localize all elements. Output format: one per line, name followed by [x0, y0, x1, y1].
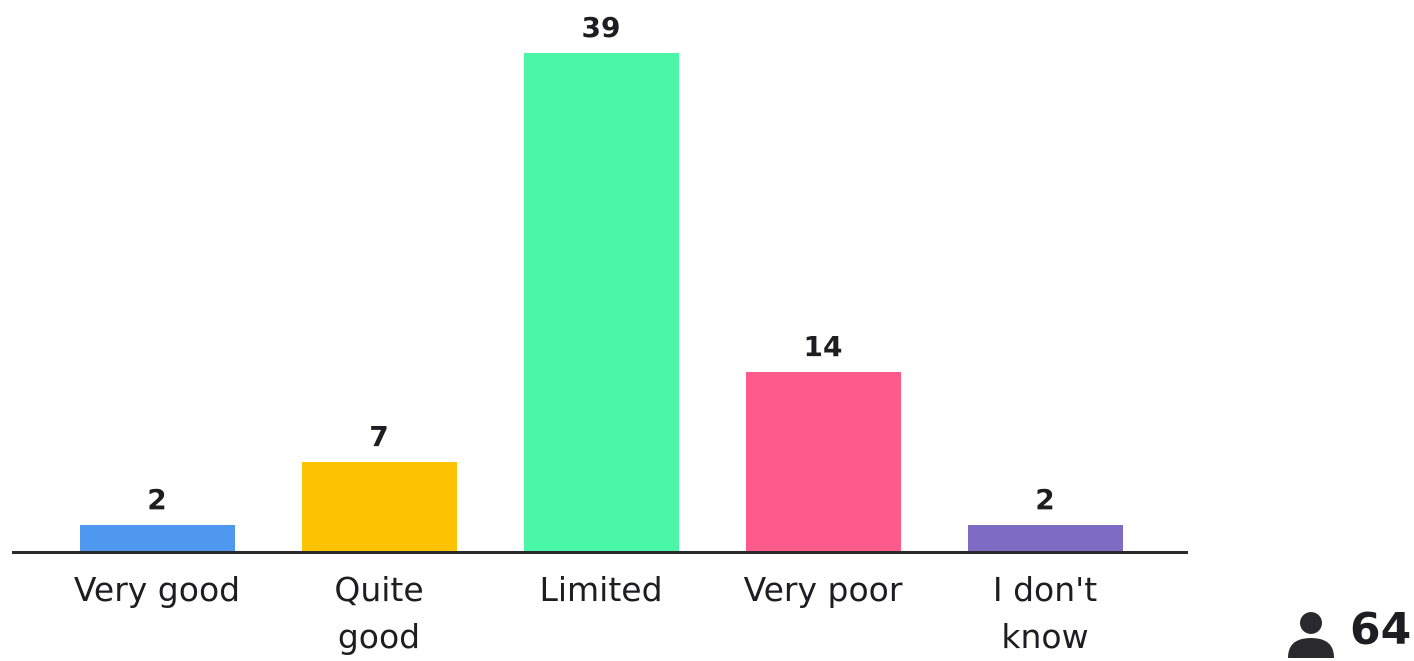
- value-label: 39: [581, 11, 621, 44]
- category-label: Limited: [539, 570, 663, 609]
- value-label: 7: [369, 419, 389, 453]
- bar: [745, 372, 901, 551]
- value-label: 14: [803, 330, 843, 364]
- person-icon: [1288, 612, 1334, 658]
- category-label: Very good: [73, 570, 241, 609]
- category-label: Quite good: [334, 570, 424, 656]
- participant-count: 64: [1350, 604, 1412, 655]
- value-label: 2: [147, 483, 167, 517]
- value-label: 2: [1035, 483, 1055, 517]
- category-label: I don't know: [992, 570, 1098, 656]
- baseline: [12, 551, 1188, 554]
- bar: [79, 525, 235, 551]
- category-label: Very poor: [743, 570, 903, 609]
- bar: [967, 525, 1123, 551]
- bar: [301, 461, 457, 551]
- bar: [523, 53, 679, 551]
